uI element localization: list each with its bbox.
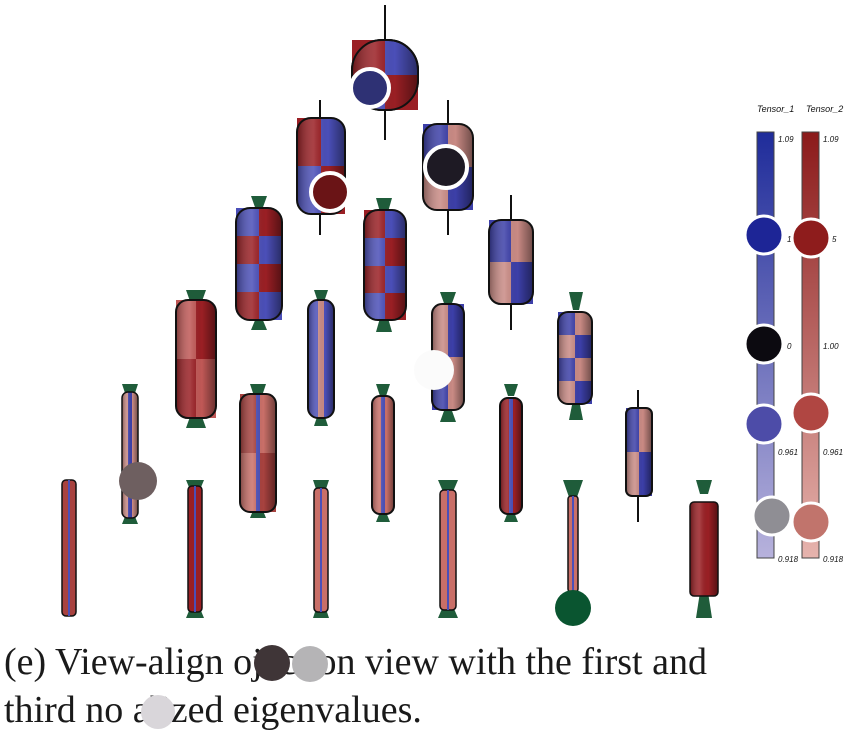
marker-dot: [743, 323, 785, 365]
colorbar-tensor1-tick-3: 0: [787, 342, 792, 351]
marker-dot: [141, 695, 175, 729]
marker-dot: [790, 217, 832, 259]
glyph-r6-c3: [313, 480, 329, 618]
colorbar-tensor2-tick-top: 1.09: [823, 135, 839, 144]
glyph-r6-c1: [61, 479, 77, 617]
glyph-r5-c2: [239, 384, 277, 518]
marker-dot: [309, 171, 351, 213]
glyph-r3-c3: [488, 195, 534, 330]
tensor-glyph-diagram: Tensor_1 1.09 1 0 0.961 0.918 Tensor_2 1…: [61, 5, 844, 626]
marker-dot: [423, 144, 469, 190]
caption-line-2: third no alized eigenvalues.: [4, 689, 422, 731]
glyph-r6-c5: [563, 480, 583, 593]
colorbar-tensor2-tick-4: 0.961: [823, 448, 843, 457]
colorbar-tensor1-tick-top: 1.09: [778, 135, 794, 144]
colorbar-tensor2-tick-3: 1.00: [823, 342, 839, 351]
marker-dot: [743, 214, 785, 256]
glyph-r3-c2: [363, 198, 407, 332]
marker-dots: [119, 67, 832, 626]
marker-dot: [790, 392, 832, 434]
caption-marker-dots: [141, 645, 328, 729]
marker-dot: [751, 495, 793, 537]
glyph-r4-c2: [307, 290, 335, 426]
marker-dot: [555, 590, 591, 626]
marker-dot: [349, 67, 391, 109]
colorbar-tensor2-tick-2: 5: [832, 235, 837, 244]
glyph-r5-c1: [121, 384, 139, 524]
marker-dot: [119, 462, 157, 500]
glyph-r5-c5: [625, 390, 653, 522]
marker-dot: [254, 645, 290, 681]
marker-dot: [743, 403, 785, 445]
glyph-r6-c6: [689, 480, 719, 618]
glyph-r3-c1: [235, 196, 283, 330]
colorbar-tensor1-tick-2: 1: [787, 235, 791, 244]
colorbar-tensor1-tick-bottom: 0.918: [778, 555, 799, 564]
marker-dot: [414, 350, 454, 390]
colorbar-tensor2-tick-bottom: 0.918: [823, 555, 844, 564]
marker-dot: [790, 501, 832, 543]
glyph-r6-c2: [186, 480, 204, 618]
glyph-r2-c1: [296, 100, 346, 235]
colorbar-tensor2: Tensor_2 1.09 5 1.00 0.961 0.918: [801, 104, 844, 564]
glyph-r4-c4: [557, 292, 593, 420]
glyph-r4-c1: [175, 290, 217, 428]
glyph-r5-c4: [499, 384, 523, 522]
caption-line-1: (e) View-align ojection view with the fi…: [4, 641, 707, 683]
marker-dot: [292, 646, 328, 682]
glyph-r5-c3: [371, 384, 395, 522]
colorbar-tensor1-title: Tensor_1: [757, 104, 794, 114]
colorbar-tensor1-tick-4: 0.961: [778, 448, 798, 457]
glyph-r6-c4: [438, 480, 458, 618]
colorbar-tensor2-title: Tensor_2: [806, 104, 843, 114]
